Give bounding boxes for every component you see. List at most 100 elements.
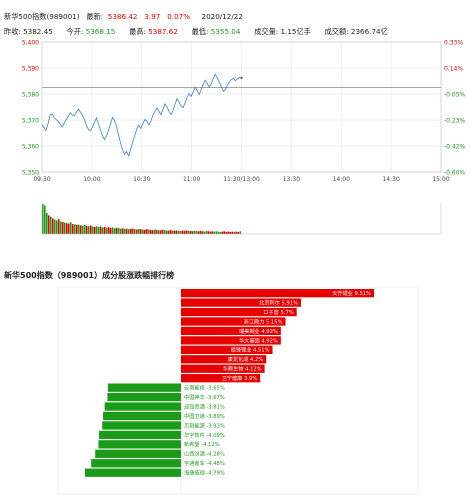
volume-bar — [161, 229, 164, 234]
volume-value: 1.15亿手 — [280, 27, 311, 36]
volume-bar — [63, 222, 66, 234]
volume-bar — [103, 226, 106, 234]
amount-value: 2366.74亿 — [350, 27, 388, 36]
x-tick-label: 10:00 — [83, 176, 100, 183]
ranking-bar — [181, 326, 281, 336]
y-right-tick-label: 0.33% — [444, 40, 463, 47]
volume-bar — [239, 231, 242, 234]
volume-bar — [185, 230, 188, 234]
ranking-bar-label: 新希望 -4.12% — [184, 440, 220, 448]
volume-bar — [135, 229, 138, 234]
volume-bar — [145, 229, 148, 234]
volume-bar — [169, 230, 172, 234]
volume-bar — [181, 230, 184, 234]
volume-bar — [231, 231, 234, 234]
volume-bar — [151, 230, 154, 234]
ranking-bar — [181, 336, 281, 345]
ranking-bar — [181, 364, 265, 373]
volume-bar — [237, 231, 240, 234]
x-tick-label: 11:00 — [183, 176, 200, 183]
volume-bar — [229, 231, 232, 234]
change-value: 3.97 — [144, 12, 161, 21]
volume-bar — [167, 230, 170, 234]
volume-bar — [107, 227, 110, 234]
ranking-bar — [91, 459, 181, 468]
volume-bar — [215, 231, 218, 234]
ranking-bar-label: 华大基因 4.92% — [239, 336, 278, 344]
volume-bar — [119, 228, 122, 234]
ranking-chart: 天齐锂业 9.51% 北京利尔 5.91% 口子窖 5.7%浙江鼎力 5.15% 瑞美… — [57, 287, 419, 495]
y-right-tick-label: 0.14% — [444, 66, 463, 73]
ranking-bar — [181, 317, 286, 326]
volume-bar — [201, 231, 204, 234]
volume-bar — [175, 230, 178, 234]
ranking-bar-label: 贝刻能源 -3.93% — [184, 421, 225, 429]
ranking-bar — [104, 402, 181, 411]
ranking-title: 新华500指数（989001）成分股涨跌幅排行榜 — [4, 271, 175, 280]
volume-bar — [203, 231, 206, 234]
volume-bar — [55, 220, 58, 234]
y-tick-label: 5,350 — [22, 170, 39, 177]
volume-bar — [177, 230, 180, 234]
volume-bar — [89, 225, 92, 234]
y-tick-label: 5,400 — [22, 40, 39, 47]
y-tick-label: 5,390 — [22, 66, 39, 73]
open-label: 今开: — [66, 27, 84, 36]
volume-bar — [99, 226, 102, 234]
ranking-bar-label: 中国卫通 -3.89% — [184, 412, 225, 420]
ranking-bar — [181, 355, 267, 364]
ranking-bar — [181, 289, 374, 298]
volume-bar — [101, 227, 104, 234]
volume-bar — [121, 228, 124, 234]
volume-bar — [91, 226, 94, 234]
ranking-bar-label: 卫宁健康 3.9% — [222, 374, 258, 382]
low-value: 5355.04 — [210, 27, 241, 36]
volume-bar — [213, 231, 216, 234]
y-right-tick-label: -0.05% — [444, 92, 466, 99]
intraday-chart: 5,400 0.33% 5,390 0.14% 5,380 -0.05% 5,370 -0.2… — [22, 40, 466, 235]
price-line-group — [41, 73, 243, 158]
ranking-bar-label: 北京利尔 5.91% — [259, 298, 298, 306]
volume-bar — [225, 231, 228, 234]
ranking-bar — [103, 411, 181, 421]
volume-bar — [205, 231, 208, 234]
volume-bar — [65, 223, 68, 234]
latest-value: 5386.42 — [107, 12, 138, 21]
index-name: 新华500指数(989001) — [4, 12, 80, 21]
volume-bar — [115, 227, 118, 234]
volume-bar — [117, 228, 120, 234]
volume-bar — [111, 227, 114, 234]
volume-bar — [125, 228, 128, 234]
ranking-bar — [98, 440, 181, 449]
change-pct: 0.07% — [167, 12, 191, 21]
volume-bar — [227, 231, 230, 234]
y-tick-label: 5,360 — [22, 144, 39, 151]
volume-bar — [85, 225, 88, 234]
volume-bar — [193, 230, 196, 234]
volume-bar — [171, 230, 174, 234]
ranking-bar-label: 天齐锂业 9.51% — [332, 289, 371, 297]
ranking-bar — [181, 298, 301, 307]
y-right-tick-label: -0.60% — [444, 170, 466, 177]
volume-bar — [189, 231, 192, 234]
x-tick-label: 13:30 — [283, 176, 300, 183]
volume-bar — [147, 229, 150, 234]
volume-bar — [113, 228, 116, 234]
x-tick-label: 11:30/13:00 — [223, 176, 260, 183]
ranking-bar-label: 华宇软件 -4.09% — [184, 431, 225, 439]
volume-bar — [137, 228, 140, 234]
latest-label: 最新: — [86, 12, 104, 21]
y-tick-label: 5,380 — [22, 92, 39, 99]
ranking-bar — [181, 307, 297, 317]
ranking-bar — [181, 345, 273, 354]
volume-bar — [69, 222, 72, 234]
volume-bar — [143, 229, 146, 234]
quote-date: 2020/12/22 — [201, 12, 243, 21]
quote-line-1: 新华500指数(989001) 最新: 5386.42 3.97 0.07% 2… — [4, 12, 243, 22]
volume-bar — [83, 225, 86, 234]
low-label: 最低: — [191, 27, 209, 36]
volume-bar — [123, 228, 126, 234]
volume-bar — [217, 231, 220, 234]
volume-bar — [61, 222, 64, 234]
volume-bar — [197, 231, 200, 234]
